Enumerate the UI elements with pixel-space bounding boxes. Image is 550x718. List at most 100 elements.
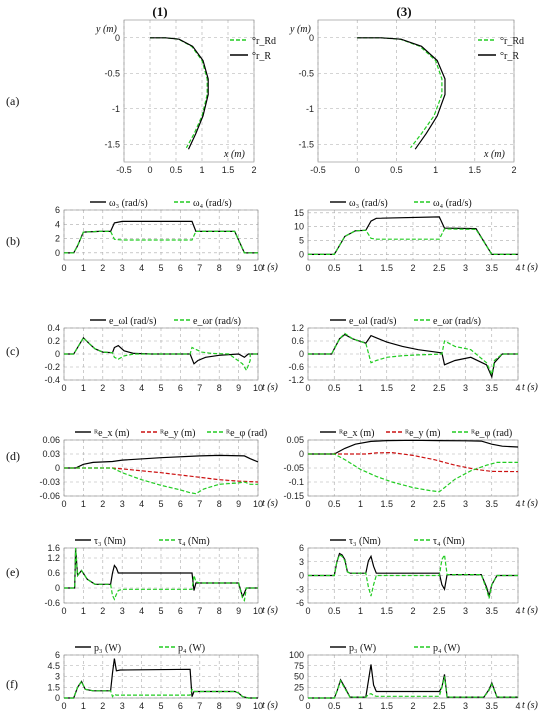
x-tick-label: 6 — [178, 701, 183, 711]
y-tick-label: 1.6 — [47, 543, 60, 553]
x-tick-label: 5 — [158, 499, 163, 509]
x-tick-label: 4 — [139, 606, 144, 616]
x-tick-label: 2.5 — [433, 499, 446, 509]
legend-entry: p₃ (W) — [94, 643, 121, 654]
x-tick-label: 7 — [197, 499, 202, 509]
chart-1b: 0 1 2 3 4 5 6 7 8 9 10 0 2 4 6 t (s) ω₃ (rad/s) ω₄ (rad/s… — [55, 198, 279, 273]
x-tick-label: 6 — [178, 606, 183, 616]
plot-frame — [63, 209, 259, 261]
x-tick-label: 4 — [515, 606, 520, 616]
x-tick-label: 0 — [147, 165, 152, 175]
y-axis-label: y (m) — [289, 24, 311, 35]
x-tick-label: 9 — [236, 263, 241, 273]
x-tick-label: 0 — [355, 165, 360, 175]
legend-entry: ω₄ (rad/s) — [193, 198, 232, 209]
x-tick-label: 3 — [463, 701, 468, 711]
y-tick-label: -0.6 — [44, 598, 60, 608]
x-tick-label: 3 — [463, 263, 468, 273]
chart-1d: 0 1 2 3 4 5 6 7 8 9 10 0.06 0.03 0 -0.03 -0.06 t (s) ᴿe_x… — [39, 428, 278, 509]
series-line-2 — [64, 547, 258, 602]
x-tick-label: 3 — [120, 499, 125, 509]
y-tick-label: 0.05 — [286, 435, 304, 445]
chart-1e: 0 1 2 3 4 5 6 7 8 9 101.61.20.60-0.6t (s)τ₃ (Nm) τ₄… — [44, 536, 278, 616]
legend-entry: ᴿe_y (m) — [160, 428, 195, 439]
x-tick-label: 4 — [139, 383, 144, 393]
legend-entry: τ₃ (Nm) — [349, 536, 381, 547]
x-tick-label: 4 — [515, 263, 520, 273]
x-tick-label: 5 — [158, 701, 163, 711]
x-tick-label: 2 — [251, 165, 256, 175]
x-tick-label: 0 — [305, 606, 310, 616]
legend-entry: °r_R — [500, 51, 519, 62]
x-tick-label: 2 — [100, 499, 105, 509]
y-tick-label: 0.4 — [47, 323, 60, 333]
x-tick-label: 10 — [253, 606, 263, 616]
x-tick-label: 0.5 — [328, 606, 341, 616]
series-line-2 — [64, 336, 258, 372]
y-tick-label: -0.5 — [298, 68, 314, 78]
x-tick-label: 10 — [253, 701, 263, 711]
x-tick-label: 4 — [139, 263, 144, 273]
series-line-1 — [64, 547, 258, 599]
y-tick-label: -1 — [306, 104, 314, 114]
x-tick-label: 1 — [358, 606, 363, 616]
legend-entry: ᴿe_φ (rad) — [471, 428, 512, 439]
legend-entry: p₄ (W) — [178, 643, 205, 654]
y-axis-label: y (m) — [95, 24, 117, 35]
legend-entry: ᴿe_φ (rad) — [226, 428, 267, 439]
legend-entry: ᴿe_x (m) — [339, 428, 374, 439]
x-tick-label: 8 — [217, 606, 222, 616]
legend-entry: τ₄ (Nm) — [433, 536, 465, 547]
y-tick-label: 0 — [299, 349, 304, 359]
x-tick-label: 9 — [236, 499, 241, 509]
y-tick-label: -0.4 — [44, 375, 60, 385]
x-tick-label: 1.5 — [380, 499, 393, 509]
x-tick-label: 0 — [305, 701, 310, 711]
x-tick-label: 4 — [139, 701, 144, 711]
x-tick-label: 9 — [236, 606, 241, 616]
y-tick-label: 0 — [299, 249, 304, 259]
x-tick-label: 5 — [158, 383, 163, 393]
x-tick-label: 1.5 — [469, 165, 482, 175]
series-line-2 — [308, 553, 518, 599]
legend-entry: °r_R — [252, 51, 271, 62]
series-line-1 — [308, 439, 519, 455]
x-tick-label: 2 — [100, 383, 105, 393]
series-line-1 — [150, 37, 208, 149]
y-tick-label: -0.05 — [283, 463, 304, 473]
x-tick-label: 2 — [511, 165, 516, 175]
y-tick-label: 10 — [294, 222, 304, 232]
x-tick-label: 0.5 — [328, 499, 341, 509]
y-tick-label: 25 — [294, 682, 304, 692]
x-tick-label: 3 — [120, 606, 125, 616]
x-tick-label: 10 — [253, 499, 263, 509]
y-tick-label: 4 — [55, 219, 60, 229]
plot-frame — [307, 654, 519, 699]
y-tick-label: 5 — [299, 236, 304, 246]
y-tick-label: 0 — [115, 33, 120, 43]
y-tick-label: -1 — [112, 104, 120, 114]
x-tick-label: 0.5 — [170, 165, 183, 175]
series-line-2 — [64, 467, 259, 483]
x-tick-label: 6 — [178, 383, 183, 393]
x-tick-label: 4 — [139, 499, 144, 509]
x-tick-label: 6 — [178, 263, 183, 273]
x-tick-label: 3.5 — [485, 263, 498, 273]
x-tick-label: 0 — [61, 701, 66, 711]
x-tick-label: 2 — [410, 701, 415, 711]
x-tick-label: 3.5 — [485, 383, 498, 393]
series-line-3 — [308, 453, 518, 493]
x-tick-label: 2 — [100, 606, 105, 616]
y-tick-label: -1.5 — [104, 139, 120, 149]
x-tick-label: 3 — [463, 606, 468, 616]
x-tick-label: 7 — [197, 701, 202, 711]
y-tick-label: 6 — [299, 543, 304, 553]
chart-3e: 0 0.5 1 1.5 2 2.5 3 3.5 4 6 3 0 -3 -6 t (s) τ₃ (Nm) τ₄ (… — [296, 536, 539, 616]
y-tick-label: 0.2 — [47, 336, 60, 346]
y-tick-label: 75 — [294, 661, 304, 671]
x-tick-label: 2 — [410, 263, 415, 273]
x-tick-label: 0.5 — [390, 165, 403, 175]
x-tick-label: 4 — [515, 383, 520, 393]
x-tick-label: 2 — [410, 383, 415, 393]
x-axis-label: t (s) — [522, 605, 539, 616]
